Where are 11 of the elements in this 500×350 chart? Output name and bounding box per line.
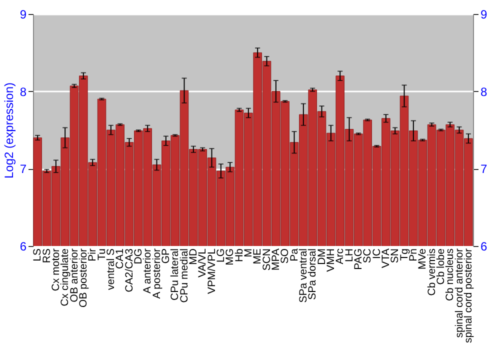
y-tick-label: 7 <box>20 162 27 176</box>
x-tick-label: MVe <box>416 248 429 270</box>
y2-tick-label: 9 <box>480 8 488 22</box>
y-tick-label: 6 <box>20 240 27 254</box>
y-tick-label: 8 <box>20 84 27 99</box>
y2-tick-label: 7 <box>480 162 488 176</box>
y-tick-label: 9 <box>20 8 27 22</box>
y-axis-title: Log2 (expression) <box>2 82 16 179</box>
y2-tick-label: 6 <box>480 240 488 254</box>
y2-tick-label: 8 <box>480 84 488 99</box>
x-tick-label: Cb lobe <box>434 248 447 285</box>
